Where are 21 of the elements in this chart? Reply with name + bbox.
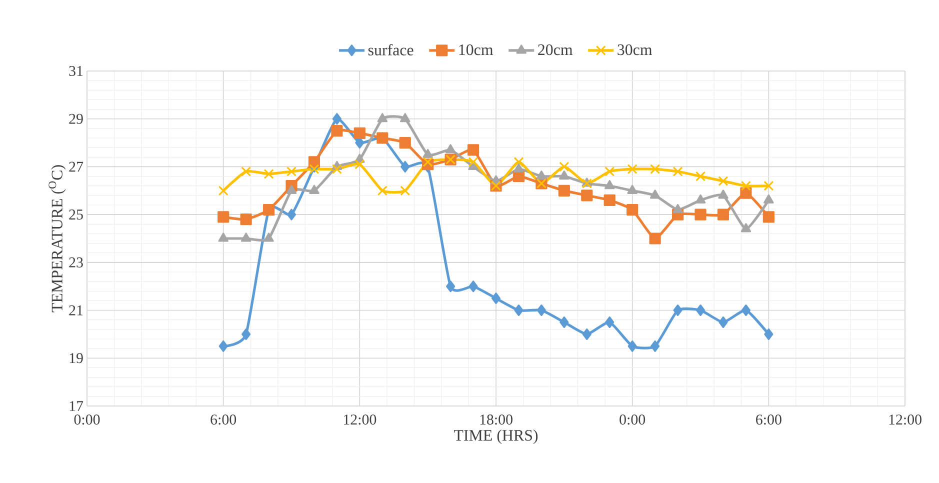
legend-label: 20cm	[538, 44, 573, 56]
y-tick-label: 27	[69, 162, 84, 172]
y-tick-label: 25	[69, 210, 83, 220]
x-tick-label: 18:00	[480, 414, 512, 425]
y-tick-label: 29	[69, 114, 83, 124]
y-axis-title: TEMPERATURE ($^{O}$C)	[48, 165, 66, 312]
y-tick-label: 21	[69, 305, 83, 316]
x-tick-label: 6:00	[756, 414, 782, 425]
y-tick-label: 23	[69, 257, 83, 268]
legend-label: surface	[368, 44, 414, 56]
legend-label: 30cm	[618, 44, 652, 56]
x-axis-title: TIME (HRS)	[454, 430, 538, 444]
x-tick-label: 0:00	[620, 414, 646, 425]
x-tick-label: 12:00	[889, 414, 922, 425]
y-tick-label: 19	[70, 353, 83, 364]
x-tick-label: 12:00	[344, 414, 376, 425]
y-tick-label: 17	[70, 401, 84, 411]
y-tick-label: 31	[69, 66, 83, 76]
x-tick-label: 6:00	[210, 414, 236, 425]
legend-label: 10cm	[459, 44, 494, 56]
x-tick-label: 0:00	[74, 414, 100, 425]
